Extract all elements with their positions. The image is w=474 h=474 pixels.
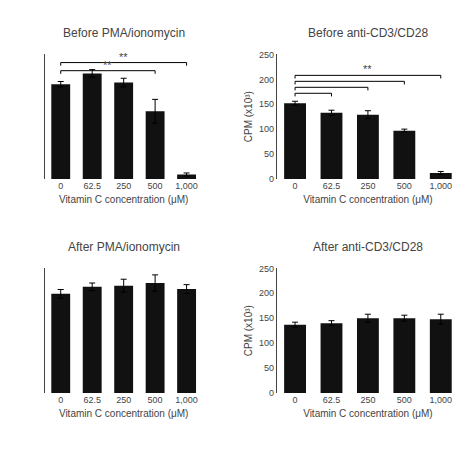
svg-text:**: ** — [119, 51, 128, 63]
svg-text:Vitamin C concentration (μM): Vitamin C concentration (μM) — [59, 408, 189, 419]
svg-text:**: ** — [363, 63, 372, 75]
svg-text:0: 0 — [269, 388, 274, 398]
svg-text:0: 0 — [58, 395, 63, 405]
svg-text:62.5: 62.5 — [323, 395, 341, 405]
svg-text:CPM (x10³): CPM (x10³) — [243, 305, 254, 356]
svg-text:100: 100 — [259, 338, 274, 348]
svg-text:**: ** — [103, 59, 112, 71]
svg-text:500: 500 — [397, 395, 412, 405]
svg-text:62.5: 62.5 — [323, 181, 341, 191]
svg-text:50: 50 — [264, 149, 274, 159]
svg-text:150: 150 — [259, 313, 274, 323]
svg-text:After PMA/ionomycin: After PMA/ionomycin — [68, 240, 180, 254]
svg-text:100: 100 — [259, 124, 274, 134]
svg-text:Vitamin C concentration (μM): Vitamin C concentration (μM) — [303, 194, 433, 205]
svg-text:After anti-CD3/CD28: After anti-CD3/CD28 — [313, 240, 423, 254]
svg-text:500: 500 — [148, 181, 163, 191]
svg-text:1,000: 1,000 — [175, 395, 198, 405]
svg-text:1,000: 1,000 — [430, 395, 453, 405]
svg-text:0: 0 — [269, 174, 274, 184]
svg-text:250: 250 — [116, 395, 131, 405]
svg-text:Before PMA/ionomycin: Before PMA/ionomycin — [63, 26, 185, 40]
svg-text:62.5: 62.5 — [83, 181, 101, 191]
svg-text:250: 250 — [360, 181, 375, 191]
svg-text:0: 0 — [293, 181, 298, 191]
svg-text:200: 200 — [259, 75, 274, 85]
svg-text:Before anti-CD3/CD28: Before anti-CD3/CD28 — [308, 26, 428, 40]
svg-text:62.5: 62.5 — [83, 395, 101, 405]
svg-text:250: 250 — [259, 50, 274, 60]
svg-text:1,000: 1,000 — [430, 181, 453, 191]
svg-text:250: 250 — [360, 395, 375, 405]
svg-text:50: 50 — [264, 363, 274, 373]
svg-text:500: 500 — [397, 181, 412, 191]
svg-text:150: 150 — [259, 99, 274, 109]
svg-text:1,000: 1,000 — [175, 181, 198, 191]
svg-text:0: 0 — [293, 395, 298, 405]
svg-text:250: 250 — [116, 181, 131, 191]
svg-text:Vitamin C concentration (μM): Vitamin C concentration (μM) — [303, 408, 433, 419]
svg-text:200: 200 — [259, 288, 274, 298]
svg-text:CPM (x10³): CPM (x10³) — [243, 91, 254, 142]
svg-text:0: 0 — [58, 181, 63, 191]
svg-text:250: 250 — [259, 264, 274, 274]
svg-text:500: 500 — [148, 395, 163, 405]
svg-text:Vitamin C concentration (μM): Vitamin C concentration (μM) — [59, 194, 189, 205]
